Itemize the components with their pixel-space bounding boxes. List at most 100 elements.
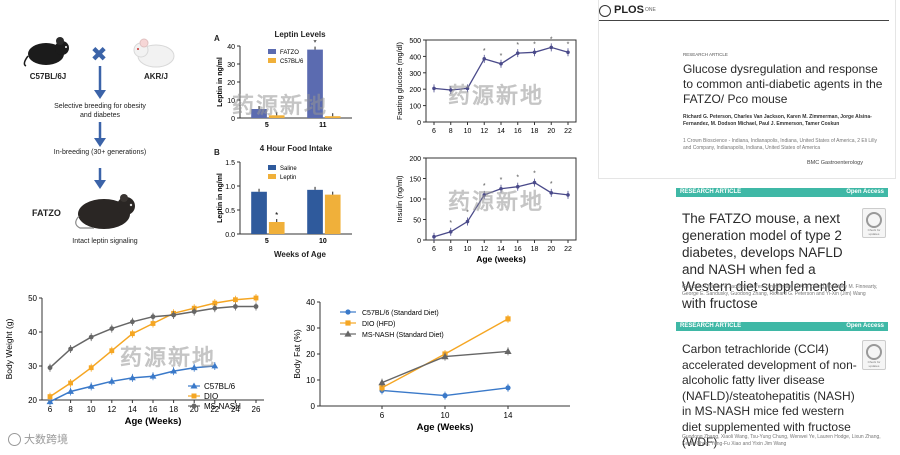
plos-affil: 1 Crown Bioscience - Indiana, Indianapol… — [683, 138, 877, 151]
x-tick-label: 14 — [497, 246, 505, 253]
plos-journal: ONE — [645, 7, 656, 13]
x-tick-label: 20 — [547, 246, 555, 253]
x-tick-label: 18 — [531, 128, 539, 135]
significance-marker: * — [500, 177, 503, 184]
watermark: 药源新地 — [120, 345, 217, 371]
footer-logo: 大数跨境 — [8, 431, 68, 447]
y-tick-label: 30 — [28, 362, 37, 371]
legend-label: FATZO — [280, 50, 299, 56]
y-tick-label: 20 — [227, 80, 235, 87]
y-axis-label: Leptin in ng/ml — [217, 173, 224, 223]
arrow-down-icon — [94, 66, 106, 99]
data-point — [505, 316, 511, 322]
x-tick-label: 8 — [68, 405, 73, 414]
y-tick-label: 0 — [231, 116, 235, 123]
data-point — [345, 309, 351, 315]
fatzo-note: Intact leptin signaling — [72, 238, 138, 245]
plos-paper: PLOS ONE RESEARCH ARTICLE Glucose dysreg… — [598, 0, 896, 179]
step1-text: Selective breeding for obesity and diabe… — [54, 103, 146, 119]
check-updates-icon: Check for updates — [862, 340, 886, 370]
data-point — [441, 353, 449, 360]
significance-marker: * — [449, 220, 452, 227]
x-tick-label: 16 — [149, 405, 158, 414]
y-tick-label: 0 — [417, 120, 421, 127]
data-point — [549, 45, 554, 50]
x-tick-label: 12 — [480, 246, 488, 253]
food-title: 4 Hour Food Intake — [259, 144, 333, 153]
arrow-down-icon — [94, 122, 106, 147]
significance-marker: * — [500, 53, 503, 60]
data-point — [191, 309, 197, 314]
fatzo-paper: RESEARCH ARTICLE Open Access The FATZO mo… — [676, 188, 888, 311]
ccl4-paper-title: Carbon tetrachloride (CCl4) accelerated … — [682, 342, 857, 449]
data-point — [532, 180, 537, 185]
watermark: 药源新地 — [448, 83, 545, 109]
fatzo-paper-title: The FATZO mouse, a next generation model… — [682, 211, 847, 311]
x-tick-label: 20 — [190, 405, 199, 414]
arrow-down-icon — [94, 168, 106, 189]
significance-marker: * — [313, 40, 316, 48]
legend-label: C57BL/6 — [204, 382, 236, 391]
data-point — [448, 230, 453, 234]
data-point — [482, 57, 487, 61]
significance-marker: * — [550, 36, 553, 43]
x-tick-label: 14 — [128, 405, 137, 414]
bar — [268, 115, 285, 118]
plos-logo: PLOS — [614, 4, 644, 16]
x-tick-label: 6 — [432, 246, 436, 253]
data-point — [211, 362, 219, 369]
data-point — [150, 321, 156, 326]
x-tick-label: 14 — [504, 411, 513, 420]
x-tick-label: 12 — [107, 405, 116, 414]
x-tick-label: 16 — [514, 246, 522, 253]
data-point — [345, 320, 351, 326]
black-mouse-icon — [23, 37, 69, 67]
x-tick-label: 10 — [441, 411, 450, 420]
data-point — [129, 374, 136, 381]
significance-marker: * — [516, 175, 519, 182]
significance-marker: * — [533, 171, 536, 178]
plos-logo-icon — [599, 5, 611, 17]
data-point — [150, 314, 156, 320]
data-point — [465, 219, 470, 224]
data-point — [499, 61, 503, 66]
food-xlabel: Weeks of Age — [273, 250, 326, 259]
y-axis-label: Body Fat (%) — [292, 329, 302, 379]
y-axis-label: Leptin in ng/ml — [217, 57, 224, 107]
x-tick-label: 10 — [464, 246, 472, 253]
x-axis-label: Age (weeks) — [476, 254, 526, 264]
x-tick-label: 20 — [547, 128, 555, 135]
y-tick-label: 50 — [413, 218, 421, 225]
y-tick-label: 30 — [227, 62, 235, 69]
data-point — [88, 334, 94, 340]
y-tick-label: 1.0 — [225, 184, 235, 191]
y-tick-label: 400 — [409, 54, 421, 61]
x-axis-label: Age (Weeks) — [417, 422, 474, 433]
ccl4-paper-bar: RESEARCH ARTICLE Open Access — [676, 322, 888, 331]
data-point — [47, 365, 53, 371]
data-point — [130, 319, 135, 325]
legend-label: Leptin — [280, 175, 296, 181]
body-weight-line-chart: 20 30 40 50 6 8 10 12 14 16 18 20 22 24 26 Body Weight … — [4, 294, 264, 427]
strain-left-label: C57BL/6J — [29, 72, 67, 81]
data-point — [504, 347, 512, 354]
legend-label: Saline — [280, 166, 297, 172]
data-point — [109, 326, 115, 331]
bar — [307, 189, 323, 234]
data-point — [566, 50, 570, 55]
x-tick-label: 10 — [319, 238, 327, 245]
y-tick-label: 40 — [227, 44, 235, 51]
strain-right-label: AKR/J — [143, 72, 168, 81]
data-point — [109, 348, 115, 354]
significance-marker: * — [533, 41, 536, 48]
data-point — [378, 379, 386, 386]
x-tick-label: 14 — [497, 128, 505, 135]
x-tick-label: 6 — [380, 411, 385, 420]
x-tick-label: 6 — [432, 128, 436, 135]
watermark: 药源新地 — [232, 93, 329, 119]
data-point — [432, 234, 436, 239]
data-point — [190, 364, 198, 371]
bar — [268, 222, 285, 234]
data-point — [515, 51, 520, 55]
